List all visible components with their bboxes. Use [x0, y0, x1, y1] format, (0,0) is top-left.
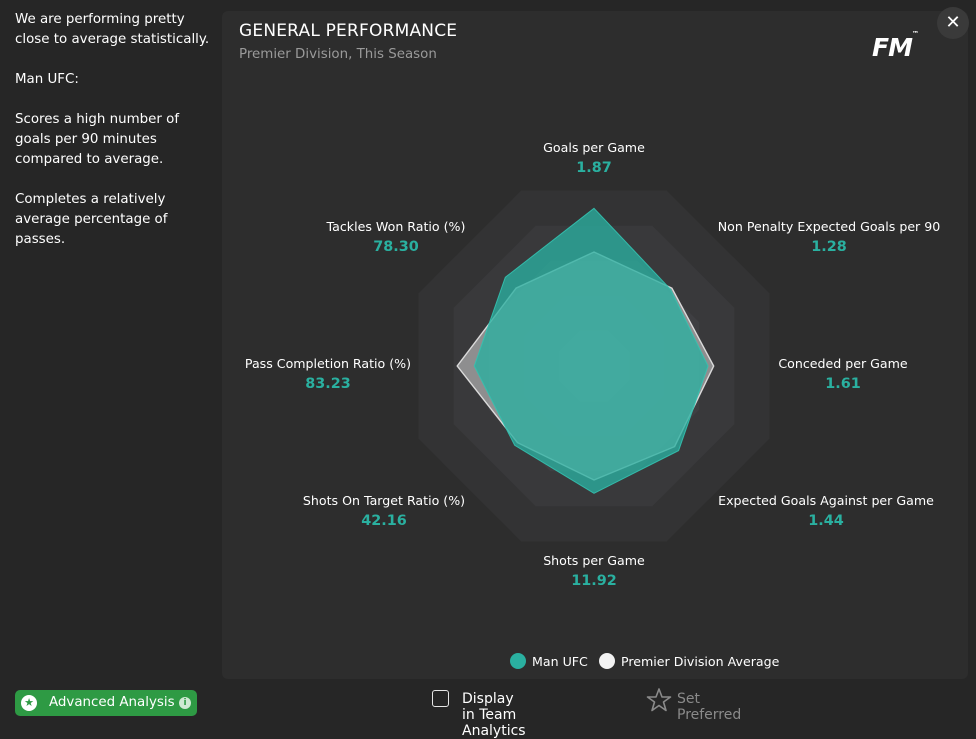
team-name-label: Man UFC:	[15, 72, 79, 87]
axis-label: Shots per Game	[543, 553, 645, 568]
panel-title: GENERAL PERFORMANCE	[239, 21, 458, 41]
close-button[interactable]: ✕	[937, 7, 969, 39]
summary-text: We are performing pretty close to averag…	[15, 12, 210, 47]
advanced-analysis-button[interactable]: ★ Advanced Analysis i	[15, 690, 197, 716]
advanced-analysis-label: Advanced Analysis	[49, 695, 175, 710]
axis-value: 1.44	[808, 513, 844, 529]
display-team-analytics-checkbox[interactable]	[432, 690, 449, 707]
close-icon: ✕	[945, 12, 961, 33]
axis-value: 83.23	[305, 376, 351, 392]
axis-label: Shots On Target Ratio (%)	[303, 493, 465, 508]
axis-value: 1.28	[811, 239, 847, 255]
star-badge-icon: ★	[21, 695, 37, 711]
display-team-analytics-label[interactable]: Display in Team Analytics	[462, 691, 526, 739]
axis-value: 78.30	[373, 239, 419, 255]
insight-passes: Completes a relatively average percentag…	[15, 192, 168, 247]
insight-goals: Scores a high number of goals per 90 min…	[15, 112, 180, 167]
axis-value: 1.61	[825, 376, 861, 392]
axis-value: 42.16	[361, 513, 407, 529]
set-preferred-label[interactable]: Set Preferred	[677, 691, 742, 723]
series-man-ufc	[473, 207, 709, 494]
fm-logo-text: FM	[872, 33, 913, 62]
legend-swatch-division-average	[599, 653, 615, 669]
sidebar: We are performing pretty close to averag…	[0, 0, 215, 722]
star-outline-icon[interactable]	[646, 687, 672, 713]
axis-label: Pass Completion Ratio (%)	[245, 356, 411, 371]
legend-swatch-man-ufc	[510, 653, 526, 669]
axis-label: Non Penalty Expected Goals per 90	[718, 219, 941, 234]
axis-value: 1.87	[576, 160, 612, 176]
legend-label-division-average: Premier Division Average	[621, 654, 780, 669]
axis-value: 11.92	[571, 573, 617, 589]
axis-label: Tackles Won Ratio (%)	[326, 219, 466, 234]
legend-label-man-ufc: Man UFC	[532, 654, 588, 669]
axis-label: Goals per Game	[543, 140, 645, 155]
fm-logo: FM™	[872, 29, 919, 62]
axis-label: Conceded per Game	[778, 356, 908, 371]
info-icon[interactable]: i	[179, 697, 191, 709]
panel-subtitle: Premier Division, This Season	[239, 47, 437, 62]
radar-chart: Goals per Game 1.87 Non Penalty Expected G…	[245, 140, 941, 589]
axis-label: Expected Goals Against per Game	[718, 493, 934, 508]
